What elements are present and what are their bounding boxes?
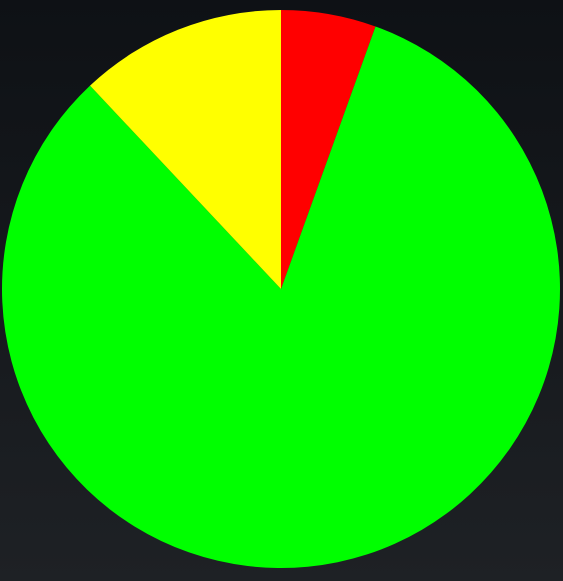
pie-slice-3 <box>90 10 282 289</box>
pie-slices <box>1 10 560 569</box>
pie-slice-2 <box>1 26 560 569</box>
pie-slice-1 <box>281 10 376 289</box>
